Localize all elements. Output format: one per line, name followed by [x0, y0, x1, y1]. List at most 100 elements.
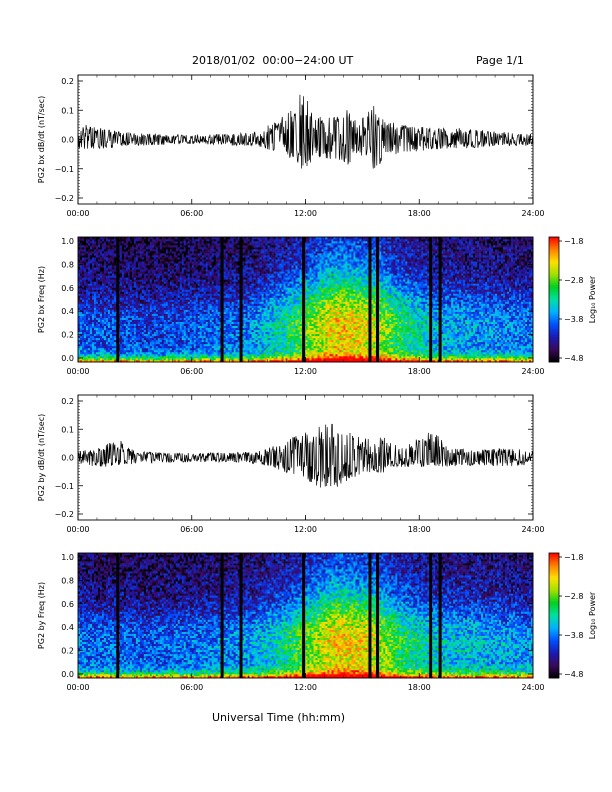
colorbar-segment	[549, 324, 559, 327]
colorbar-segment	[549, 297, 559, 300]
panel-4: −1.8 −2.8 −3.8 −4.8 Log₁₀ Power 1.0 0.8 0.6 0.4 0…	[37, 552, 597, 692]
colorbar-segment	[549, 268, 559, 271]
colorbar-segment	[549, 571, 559, 575]
colorbar-segment	[549, 284, 559, 288]
colorbar-segment	[549, 600, 559, 604]
colorbar-segment	[549, 301, 559, 305]
colorbar-tick-label: −4.8	[564, 670, 583, 679]
y-axis-title: PG2 by Freq (Hz)	[37, 582, 46, 649]
colorbar-segment	[549, 596, 559, 600]
data-gap-line	[368, 553, 372, 678]
x-tick-label: 00:00	[66, 683, 89, 692]
colorbar-segment	[549, 663, 559, 666]
colorbar-segment	[549, 337, 559, 340]
colorbar-segment	[549, 326, 559, 330]
panel-2: −1.8 −2.8 −3.8 −4.8 Log₁₀ Power 1.0 0.8 0.6 0.4 0…	[37, 236, 597, 376]
colorbar-segment	[549, 299, 559, 302]
colorbar-segment	[549, 276, 559, 280]
x-tick-label: 06:00	[180, 683, 203, 692]
y-tick-label: 0.0	[61, 354, 74, 363]
colorbar-segment	[549, 241, 559, 244]
colorbar-segment	[549, 559, 559, 562]
colorbar-segment	[549, 632, 559, 635]
y-tick-label: 0.6	[61, 600, 74, 609]
data-gap-line	[438, 553, 442, 678]
colorbar-segment	[549, 289, 559, 292]
page-title: 2018/01/02 00:00−24:00 UT	[192, 55, 353, 67]
colorbar-segment	[549, 636, 559, 639]
y-tick-label: 1.0	[61, 553, 74, 562]
colorbar-segment	[549, 282, 559, 286]
colorbar-segment	[549, 675, 559, 679]
colorbar-segment	[549, 243, 559, 246]
colorbar-segment	[549, 590, 559, 593]
y-tick-label: −0.2	[55, 194, 74, 203]
data-gap-line	[239, 237, 243, 362]
data-gap-line	[116, 553, 120, 678]
colorbar-segment	[549, 580, 559, 583]
colorbar-segment	[549, 345, 559, 348]
colorbar-segment	[549, 613, 559, 616]
colorbar-segment	[549, 355, 559, 359]
colorbar-segment	[549, 598, 559, 602]
colorbar-segment	[549, 644, 559, 648]
y-tick-label: 0.1	[61, 106, 74, 115]
y-tick-label: 1.0	[61, 237, 74, 246]
data-gap-line	[302, 553, 306, 678]
colorbar-tick-label: −1.8	[564, 553, 583, 562]
colorbar-segment	[549, 334, 559, 338]
y-tick-label: 0.8	[61, 260, 74, 269]
colorbar-segment	[549, 557, 559, 560]
panel-3: 0.2 0.1 0.0 −0.1 −0.2 00:00 06:00 12:00 18:00 24:…	[37, 394, 545, 534]
y-axis-title: PG2 bx Freq (Hz)	[37, 266, 46, 333]
colorbar-segment	[549, 628, 559, 631]
colorbar-segment	[549, 278, 559, 282]
y-axis-title: PG2 bx dB/dt (nT/sec)	[37, 96, 46, 183]
x-tick-label: 18:00	[408, 209, 431, 218]
y-tick-label: 0.4	[61, 623, 74, 632]
colorbar-segment	[549, 640, 559, 643]
colorbar-segment	[549, 328, 559, 332]
colorbar-segment	[549, 247, 559, 250]
colorbar-segment	[549, 341, 559, 344]
colorbar: −1.8 −2.8 −3.8 −4.8 Log₁₀ Power	[548, 552, 597, 679]
x-tick-label: 18:00	[408, 525, 431, 534]
x-tick-label: 00:00	[66, 367, 89, 376]
data-gap-line	[376, 237, 380, 362]
colorbar-segment	[549, 648, 559, 652]
waveform-trace	[77, 94, 534, 169]
colorbar-segment	[549, 293, 559, 296]
colorbar-segment	[549, 578, 559, 581]
colorbar-segment	[549, 669, 559, 673]
data-gap-line	[220, 553, 224, 678]
colorbar-segment	[549, 274, 559, 277]
colorbar-segment	[549, 609, 559, 612]
colorbar-tick-label: −3.8	[564, 631, 583, 640]
colorbar-segment	[549, 359, 559, 363]
y-tick-label: 0.0	[61, 454, 74, 463]
colorbar-segment	[549, 251, 559, 255]
data-gap-line	[429, 237, 433, 362]
y-tick-label: −0.1	[55, 482, 74, 491]
colorbar-segment	[549, 295, 559, 298]
data-gap-line	[376, 553, 380, 678]
x-tick-label: 12:00	[294, 525, 317, 534]
colorbar-segment	[549, 594, 559, 598]
colorbar-segment	[549, 316, 559, 319]
data-gap-line	[239, 553, 243, 678]
colorbar-segment	[549, 642, 559, 646]
y-axis-title: PG2 by dB/dt (nT/sec)	[37, 414, 46, 501]
colorbar-segment	[549, 567, 559, 571]
colorbar-segment	[549, 309, 559, 313]
colorbar-segment	[549, 553, 559, 556]
data-gap-line	[368, 237, 372, 362]
x-tick-label: 12:00	[294, 209, 317, 218]
colorbar-segment	[549, 634, 559, 637]
colorbar-segment	[549, 264, 559, 267]
panel-1: 0.2 0.1 0.0 −0.1 −0.2 00:00 06:00 12:00 18:00 24:…	[37, 74, 545, 218]
colorbar-segment	[549, 318, 559, 321]
colorbar-segment	[549, 303, 559, 307]
colorbar-segment	[549, 638, 559, 641]
colorbar-segment	[549, 573, 559, 577]
colorbar-segment	[549, 272, 559, 275]
